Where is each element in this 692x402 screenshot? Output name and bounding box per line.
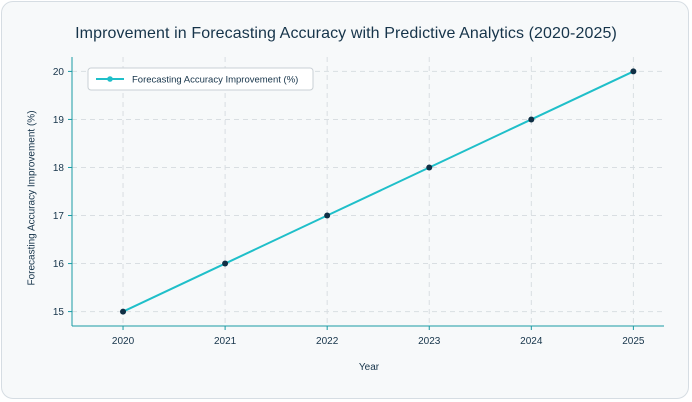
x-tick-label: 2025 — [622, 336, 645, 347]
series-layer — [120, 68, 637, 315]
x-tick-label: 2022 — [316, 336, 339, 347]
legend: Forecasting Accuracy Improvement (%) — [87, 67, 314, 91]
chart-title: Improvement in Forecasting Accuracy with… — [75, 25, 617, 42]
grid — [72, 57, 664, 326]
y-tick-label: 18 — [53, 163, 65, 174]
data-point — [222, 260, 229, 267]
legend-marker-swatch — [107, 76, 113, 82]
data-point — [528, 116, 535, 123]
x-tick-label: 2023 — [418, 336, 441, 347]
x-tick-label: 2021 — [214, 336, 237, 347]
y-tick-label: 17 — [53, 211, 65, 222]
ticks: 2020 2021 2022 2023 2024 2025 15 16 17 18 19 20 — [53, 67, 645, 347]
series-line — [122, 70, 634, 313]
y-tick-label: 15 — [53, 307, 65, 318]
data-point — [120, 308, 127, 315]
x-tick-label: 2024 — [520, 336, 543, 347]
data-point — [324, 212, 331, 219]
y-tick-label: 19 — [53, 115, 65, 126]
x-tick-label: 2020 — [112, 336, 135, 347]
x-axis-label: Year — [358, 362, 380, 373]
data-point — [630, 68, 637, 75]
axes — [71, 57, 664, 327]
y-tick-label: 16 — [53, 259, 65, 270]
legend-box — [87, 67, 314, 91]
legend-label: Forecasting Accuracy Improvement (%) — [132, 75, 298, 86]
data-point — [426, 164, 433, 171]
y-tick-label: 20 — [53, 67, 65, 78]
